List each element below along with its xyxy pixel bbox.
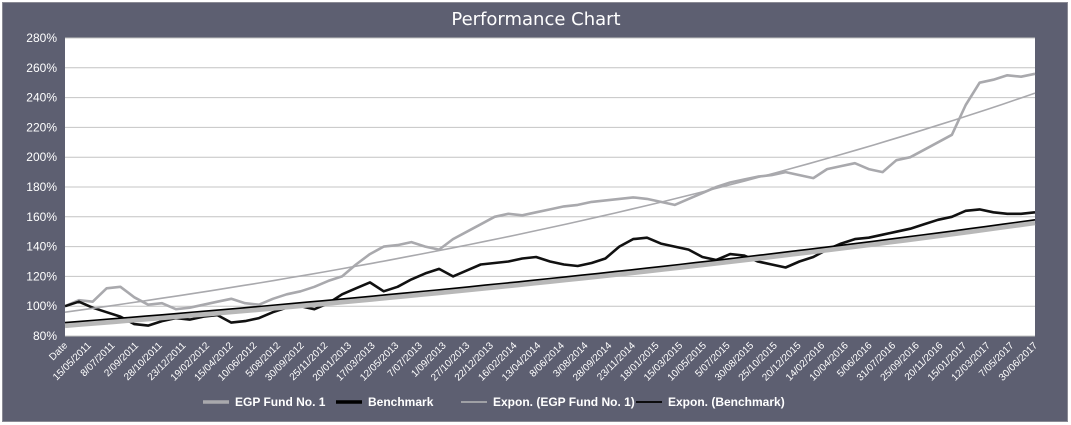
y-tick-label: 140% [26, 240, 57, 254]
y-axis-ticks: 80% 100% 120% 140% 160% 180% 200% 220% 240% 260% 2… [26, 31, 57, 343]
trendline-shadow [64, 220, 1036, 329]
y-tick-label: 80% [33, 329, 57, 343]
legend-label-benchmark: Benchmark [368, 395, 434, 409]
y-tick-label: 260% [26, 61, 57, 75]
legend-label-expon-egp-fund-no-1: Expon. (EGP Fund No. 1) [493, 395, 635, 409]
y-tick-label: 220% [26, 120, 57, 134]
legend: EGP Fund No. 1 Benchmark Expon. (EGP Fund … [203, 395, 785, 409]
legend-label-expon-benchmark: Expon. (Benchmark) [668, 395, 785, 409]
y-tick-label: 200% [26, 150, 57, 164]
series-line-benchmark [64, 208, 1036, 327]
y-tick-label: 240% [26, 91, 57, 105]
x-axis-ticks: Date15/05/20118/07/20112/09/201128/10/20… [47, 340, 1040, 383]
series-line-egp-fund-no-1 [64, 72, 1036, 311]
chart-title: Performance Chart [451, 9, 621, 30]
series-layer [64, 72, 1036, 329]
legend-label-egp-fund-no-1: EGP Fund No. 1 [235, 395, 326, 409]
y-tick-label: 280% [26, 31, 57, 45]
series-line-expon-benchmark [64, 219, 1036, 324]
y-tick-label: 100% [26, 299, 57, 313]
grid-lines [65, 37, 1035, 337]
y-tick-label: 180% [26, 180, 57, 194]
y-tick-label: 160% [26, 210, 57, 224]
chart-svg: 80% 100% 120% 140% 160% 180% 200% 220% 240% 260% 2… [26, 31, 1040, 409]
series-line-expon-egp-fund-no-1 [64, 92, 1036, 313]
y-tick-label: 120% [26, 269, 57, 283]
